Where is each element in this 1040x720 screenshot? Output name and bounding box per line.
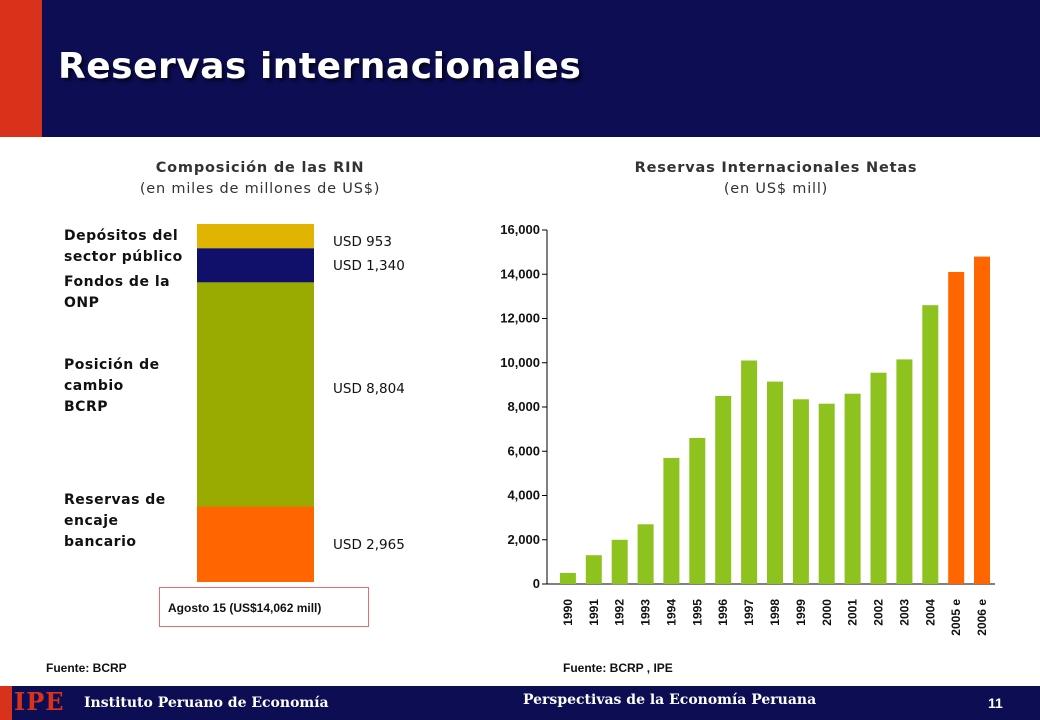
category-line: Depósitos del: [64, 228, 179, 244]
stack-segment: [197, 282, 314, 507]
left-chart-subtitle: (en miles de millones de US$): [139, 181, 381, 197]
segment-label: USD 1,340: [333, 258, 405, 274]
x-tick-label: 1996: [716, 599, 730, 626]
category-line: bancario: [64, 534, 137, 550]
y-tick-label: 4,000: [507, 488, 540, 503]
slide-footer: [0, 686, 1040, 720]
x-tick-label: 1995: [690, 599, 704, 626]
x-tick-label: 2000: [820, 599, 834, 626]
bar: [663, 457, 680, 584]
stack-segment: [197, 506, 314, 582]
bar: [585, 555, 602, 584]
right-source: Fuente: BCRP , IPE: [563, 661, 673, 675]
category-line: cambio: [64, 378, 124, 394]
x-tick-label: 1990: [561, 599, 575, 626]
y-tick-label: 8,000: [507, 399, 540, 414]
x-tick-label: 2006 e: [975, 599, 989, 636]
footer-accent-bar: [0, 686, 12, 720]
bar: [896, 359, 913, 584]
category-line: encaje: [64, 513, 119, 529]
right-chart-title: Reservas Internacionales Netas: [634, 160, 918, 176]
ipe-logo: IPE: [14, 687, 65, 716]
x-tick-label: 1999: [794, 599, 808, 626]
bar: [637, 524, 654, 584]
category-label-fondos-onp: Fondos de la ONP: [64, 272, 194, 314]
stack-segment: [197, 248, 314, 283]
header-accent-bar: [0, 0, 42, 137]
segment-label: USD 2,965: [333, 537, 405, 553]
category-line: Reservas de: [64, 492, 166, 508]
y-tick-label: 16,000: [500, 222, 540, 237]
y-tick-label: 12,000: [500, 311, 540, 326]
y-tick-label: 6,000: [507, 443, 540, 458]
left-source: Fuente: BCRP: [46, 661, 127, 675]
category-line: Fondos de la: [64, 274, 171, 290]
page-number: 11: [988, 695, 1003, 711]
stack-segment: [197, 224, 314, 249]
category-line: BCRP: [64, 399, 108, 415]
category-label-depositos: Depósitos del sector público: [64, 226, 194, 268]
slide-title: Reservas internacionales: [58, 46, 582, 87]
bar: [922, 305, 939, 584]
bar: [792, 399, 809, 584]
bar: [715, 395, 732, 584]
x-tick-label: 2005 e: [949, 599, 963, 636]
x-tick-label: 2002: [872, 599, 886, 626]
institute-name: Instituto Peruano de Economía: [84, 695, 329, 711]
bar: [767, 381, 783, 584]
bar: [741, 360, 758, 584]
x-tick-label: 1992: [613, 599, 627, 626]
right-chart-subtitle: (en US$ mill): [723, 181, 829, 197]
y-tick-label: 10,000: [500, 355, 540, 370]
y-tick-label: 14,000: [500, 266, 540, 281]
segment-label: USD 953: [333, 234, 392, 250]
x-tick-label: 1997: [742, 599, 756, 626]
category-label-posicion-cambio: Posición de cambio BCRP: [64, 355, 194, 418]
footer-caption: Perspectivas de la Economía Peruana: [523, 692, 817, 708]
category-line: Posición de: [64, 357, 160, 373]
date-note: Agosto 15 (US$14,062 mill): [159, 587, 369, 627]
x-tick-label: 1993: [639, 599, 653, 626]
y-tick-label: 2,000: [507, 532, 540, 547]
left-chart-title: Composición de las RIN: [155, 160, 365, 176]
x-tick-label: 2003: [897, 599, 911, 626]
bar: [948, 272, 965, 584]
bar: [689, 438, 706, 584]
category-line: ONP: [64, 295, 100, 311]
bar: [559, 572, 576, 584]
bar: [974, 256, 990, 584]
x-tick-label: 1994: [664, 599, 678, 626]
y-tick-label: 0: [533, 576, 540, 591]
x-tick-label: 2004: [923, 599, 937, 626]
bar: [611, 539, 628, 585]
bar: [818, 403, 835, 584]
bar: [870, 372, 887, 584]
x-tick-label: 2001: [846, 599, 860, 626]
segment-label: USD 8,804: [333, 381, 405, 397]
slide-header: [0, 0, 1040, 137]
bar: [844, 393, 861, 584]
category-label-reservas-encaje: Reservas de encaje bancario: [64, 490, 194, 553]
x-tick-label: 1998: [768, 599, 782, 626]
x-tick-label: 1991: [587, 599, 601, 626]
category-line: sector público: [64, 249, 183, 265]
